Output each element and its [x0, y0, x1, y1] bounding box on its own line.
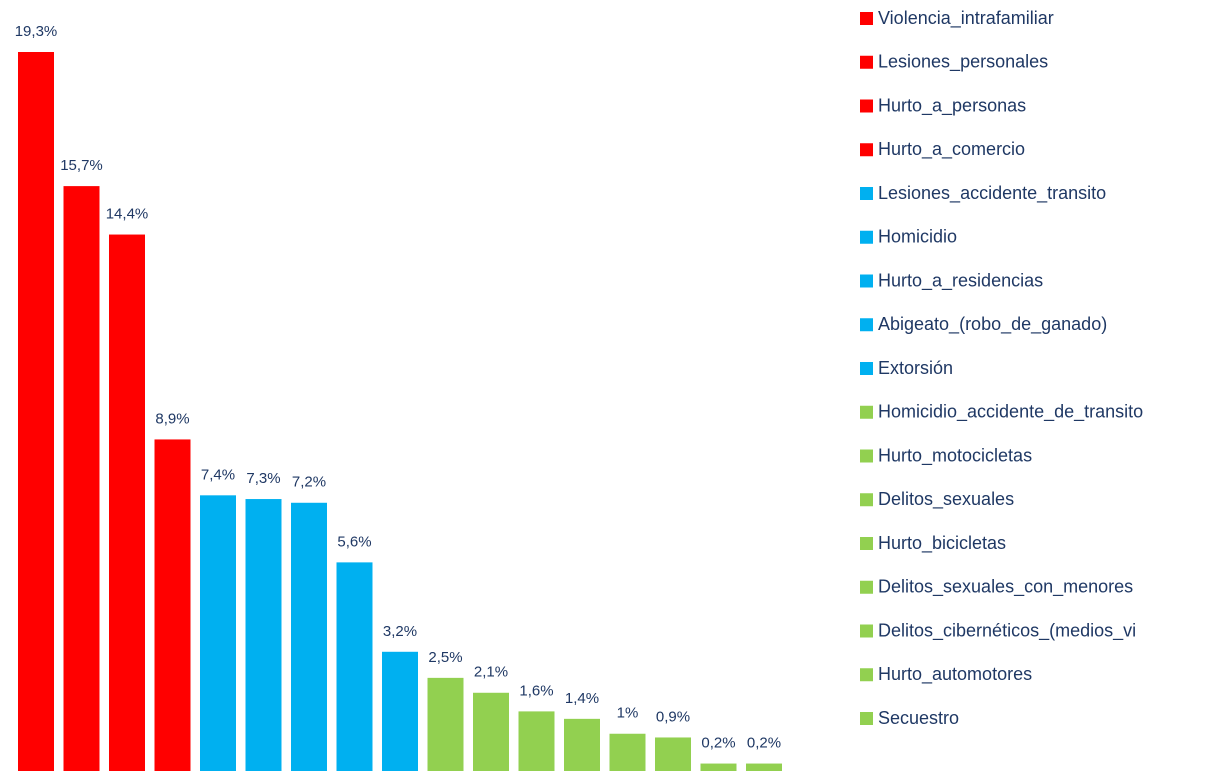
bar: [609, 733, 646, 771]
legend-swatch: [860, 449, 873, 463]
legend-swatch: [860, 362, 873, 375]
value-label: 14,4%: [106, 206, 149, 223]
bar: [427, 677, 464, 771]
legend-label: Delitos_sexuales_con_menores: [878, 577, 1133, 598]
value-label: 0,2%: [701, 735, 735, 752]
legend-label: Hurto_a_personas: [878, 95, 1026, 116]
bar: [564, 718, 600, 771]
bar: [700, 763, 737, 771]
legend-label: Extorsión: [878, 358, 953, 378]
legend-label: Hurto_a_residencias: [878, 270, 1043, 291]
value-label: 7,3%: [246, 470, 280, 487]
legend-label: Lesiones_accidente_transito: [878, 183, 1106, 204]
legend-label: Violencia_intrafamiliar: [878, 8, 1054, 29]
value-label: 5,6%: [337, 533, 371, 550]
legend-swatch: [860, 405, 873, 419]
value-label: 0,2%: [747, 735, 781, 752]
value-label: 7,2%: [292, 474, 326, 491]
bar: [473, 692, 509, 771]
legend-label: Hurto_bicicletas: [878, 533, 1006, 554]
legend-swatch: [860, 624, 873, 638]
value-label: 0,9%: [656, 708, 690, 725]
legend-swatch: [860, 187, 873, 200]
bar: [518, 711, 555, 771]
legend-swatch: [860, 537, 873, 550]
value-label: 19,3%: [15, 23, 58, 40]
bar: [746, 763, 782, 771]
legend-label: Lesiones_personales: [878, 52, 1048, 73]
legend-swatch: [860, 493, 873, 507]
legend-label: Abigeato_(robo_de_ganado): [878, 314, 1107, 335]
legend-swatch: [860, 12, 873, 25]
legend-swatch: [860, 712, 873, 725]
bar: [18, 52, 54, 771]
value-label: 15,7%: [60, 157, 103, 174]
value-label: 1,6%: [519, 682, 553, 699]
legend-swatch: [860, 230, 873, 244]
bar: [655, 737, 691, 771]
legend-swatch: [860, 580, 873, 594]
legend-label: Homicidio_accidente_de_transito: [878, 402, 1143, 423]
value-label: 7,4%: [201, 466, 235, 483]
legend-swatch: [860, 143, 873, 157]
bar: [109, 234, 145, 771]
bar: [336, 562, 373, 771]
legend-label: Delitos_cibernéticos_(medios_vi: [878, 620, 1136, 641]
value-label: 8,9%: [155, 410, 189, 427]
bar: [291, 502, 327, 771]
legend-label: Delitos_sexuales: [878, 489, 1014, 510]
legend-swatch: [860, 99, 873, 113]
legend-label: Secuestro: [878, 708, 959, 728]
legend-label: Hurto_motocicletas: [878, 445, 1032, 466]
value-label: 3,2%: [383, 623, 417, 640]
legend-label: Homicidio: [878, 227, 957, 247]
bar: [382, 651, 418, 771]
value-label: 1%: [617, 705, 639, 722]
value-label: 2,1%: [474, 664, 508, 681]
bar: [154, 439, 191, 771]
value-label: 1,4%: [565, 690, 599, 707]
value-label: 2,5%: [428, 649, 462, 666]
legend-swatch: [860, 274, 873, 288]
legend-label: Hurto_automotores: [878, 664, 1032, 685]
legend-swatch: [860, 668, 873, 682]
legend-swatch: [860, 318, 873, 332]
legend-swatch: [860, 55, 873, 69]
bar: [200, 495, 236, 771]
bar: [63, 186, 100, 771]
bar: [245, 499, 282, 771]
legend-label: Hurto_a_comercio: [878, 139, 1025, 160]
